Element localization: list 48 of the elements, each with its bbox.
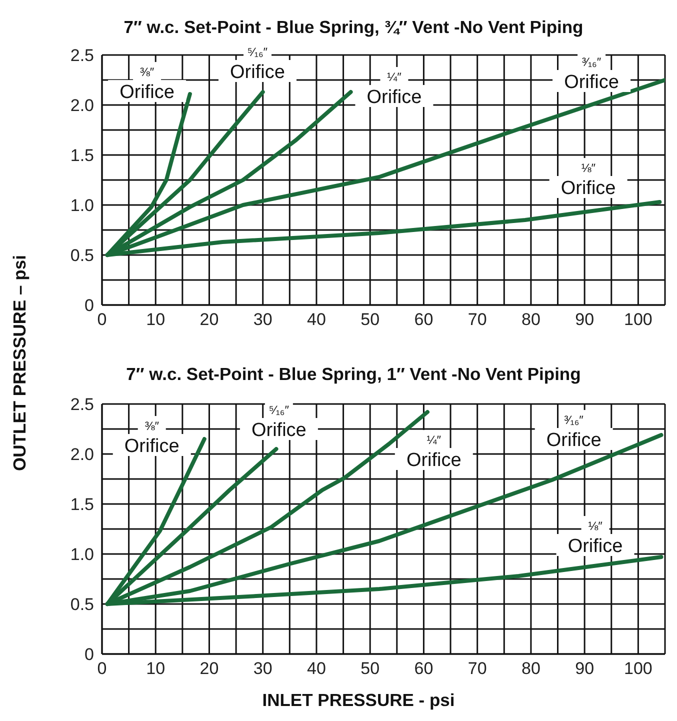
x-tick-label: 90	[575, 659, 594, 678]
x-tick-label: 0	[97, 310, 107, 330]
x-tick-label: 20	[200, 659, 219, 678]
x-axis-title: INLET PRESSURE - psi	[261, 690, 456, 711]
y-tick-label: 1.0	[70, 196, 94, 216]
series-label: ⅜″ Orifice	[120, 65, 174, 103]
x-tick-label: 80	[521, 659, 540, 678]
x-tick-label: 40	[307, 310, 326, 330]
series-label: ¼″ Orifice	[406, 433, 462, 471]
y-tick-label: 2.5	[70, 46, 94, 66]
x-tick-label: 20	[200, 310, 219, 330]
x-tick-label: 10	[146, 659, 166, 678]
y-tick-label: 0.5	[70, 595, 94, 614]
y-tick-label: 2.0	[70, 96, 94, 116]
x-tick-label: 10	[146, 310, 166, 330]
x-tick-label: 70	[468, 659, 487, 678]
series-label: ⁵⁄₁₆″ Orifice	[251, 403, 306, 441]
series-label: ³⁄₁₆″ Orifice	[564, 55, 619, 93]
series-label: ¼″ Orifice	[366, 70, 422, 108]
x-tick-label: 70	[468, 310, 487, 330]
x-tick-label: 80	[521, 310, 540, 330]
x-tick-label: 60	[414, 659, 434, 678]
x-tick-label: 0	[97, 659, 107, 678]
x-tick-label: 100	[624, 659, 652, 678]
x-tick-label: 30	[253, 659, 272, 678]
y-tick-label: 0.5	[70, 246, 94, 266]
y-tick-label: 0	[84, 296, 94, 316]
y-tick-label: 0	[84, 645, 94, 664]
x-tick-label: 30	[253, 310, 272, 330]
y-tick-label: 1.5	[70, 495, 94, 514]
x-tick-label: 90	[575, 310, 594, 330]
chart-title: 7″ w.c. Set-Point - Blue Spring, ¾″ Vent -No Vent Piping	[122, 16, 584, 39]
x-tick-label: 50	[360, 310, 380, 330]
y-tick-label: 1.0	[70, 545, 94, 564]
series-label: ⅜″ Orifice	[124, 419, 180, 457]
x-tick-label: 40	[307, 659, 326, 678]
x-tick-label: 100	[624, 310, 652, 330]
series-label: ⅛″ Orifice	[568, 519, 623, 557]
series-label: ⅛″ Orifice	[560, 161, 616, 199]
x-tick-label: 50	[360, 659, 380, 678]
y-tick-label: 1.5	[70, 146, 94, 166]
series-label: ⁵⁄₁₆″ Orifice	[230, 45, 285, 83]
x-tick-label: 60	[414, 310, 434, 330]
series-label: ³⁄₁₆″ Orifice	[546, 413, 602, 451]
y-axis-title: OUTLET PRESSURE – psi	[10, 255, 30, 471]
chart-title: 7″ w.c. Set-Point - Blue Spring, 1″ Vent -No Vent Piping	[126, 364, 581, 384]
y-tick-label: 2.0	[70, 445, 94, 464]
y-tick-label: 2.5	[70, 395, 94, 414]
